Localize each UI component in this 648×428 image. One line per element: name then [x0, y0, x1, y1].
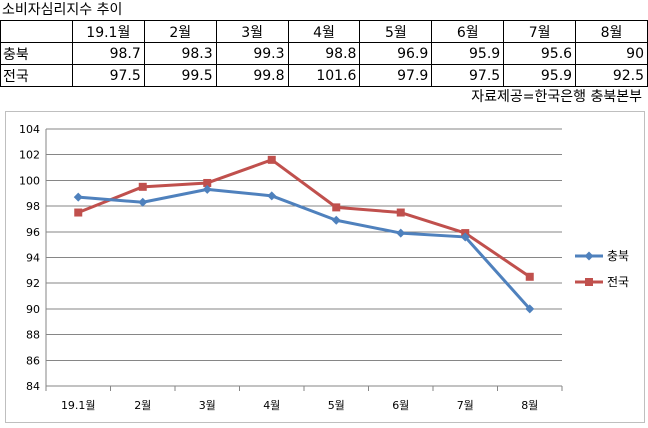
y-tick-label: 88	[26, 329, 40, 342]
data-point	[203, 178, 212, 187]
y-tick-label: 100	[19, 174, 40, 187]
data-point	[138, 197, 148, 207]
y-tick-label: 96	[26, 226, 40, 239]
data-point	[525, 304, 535, 314]
x-tick-label: 2월	[134, 399, 151, 412]
page-title: 소비자심리지수 추이	[2, 2, 123, 18]
row-label: 충북	[0, 42, 73, 65]
table-header-cell: 6월	[431, 20, 505, 43]
table-header-cell	[0, 20, 73, 43]
table-cell: 98.8	[287, 42, 361, 65]
table-header-row: 19.1월 2월 3월 4월 5월 6월 7월 8월	[0, 20, 648, 43]
table-cell: 97.9	[359, 64, 433, 87]
y-tick-label: 102	[19, 149, 40, 162]
data-point	[331, 215, 341, 225]
y-tick-label: 86	[26, 354, 40, 367]
table-cell: 99.5	[143, 64, 217, 87]
data-point	[73, 192, 83, 202]
y-tick-label: 90	[26, 303, 40, 316]
table-cell: 95.9	[431, 42, 505, 65]
table-cell: 92.5	[575, 64, 648, 87]
table-header-cell: 2월	[143, 20, 217, 43]
data-point	[138, 182, 147, 191]
x-tick-label: 7월	[457, 399, 474, 412]
row-label: 전국	[0, 64, 73, 87]
table-cell: 98.7	[71, 42, 145, 65]
data-point	[396, 228, 406, 238]
line-chart: 84 86 88 90 92 94 96 98 100 102 104 19.1월 2월 3월 4월 5월 6월…	[19, 123, 629, 412]
data-point	[460, 232, 470, 242]
table-cell: 97.5	[431, 64, 505, 87]
data-point	[267, 191, 277, 201]
legend-label: 충북	[607, 249, 629, 263]
data-point	[396, 208, 405, 217]
table-header-cell: 5월	[359, 20, 433, 43]
legend-label: 전국	[607, 275, 629, 289]
table-cell: 96.9	[359, 42, 433, 65]
table-header-cell: 19.1월	[71, 20, 145, 43]
series-line	[77, 158, 531, 279]
data-point	[332, 203, 341, 212]
table-cell: 95.9	[503, 64, 577, 87]
x-tick-label: 5월	[328, 399, 345, 412]
table-header-cell: 7월	[503, 20, 577, 43]
table-header-cell: 4월	[287, 20, 361, 43]
table-cell: 99.8	[215, 64, 289, 87]
chart-frame: 84 86 88 90 92 94 96 98 100 102 104 19.1월 2월 3월 4월 5월 6월…	[5, 111, 645, 423]
table-cell: 101.6	[287, 64, 361, 87]
x-tick-label: 3월	[199, 399, 216, 412]
table-cell: 98.3	[143, 42, 217, 65]
y-tick-label: 98	[26, 200, 40, 213]
data-point	[267, 155, 276, 164]
y-tick-label: 94	[26, 252, 40, 265]
x-tick-label: 8월	[521, 399, 538, 412]
table-cell: 95.6	[503, 42, 577, 65]
table-cell: 97.5	[71, 64, 145, 87]
series-line	[78, 187, 531, 310]
data-table: 19.1월 2월 3월 4월 5월 6월 7월 8월 충북 98.7 98.3 …	[0, 20, 648, 87]
data-point	[202, 184, 212, 194]
x-tick-label: 6월	[392, 399, 409, 412]
data-point	[74, 208, 83, 217]
data-point	[525, 272, 534, 281]
table-header-cell: 8월	[575, 20, 648, 43]
y-tick-label: 104	[19, 123, 40, 136]
legend-marker	[585, 278, 593, 286]
legend-marker	[584, 251, 594, 261]
x-tick-label: 19.1월	[61, 399, 96, 412]
source-note: 자료제공=한국은행 충북본부	[471, 89, 642, 105]
table-header-cell: 3월	[215, 20, 289, 43]
table-cell: 90	[575, 42, 648, 65]
table-cell: 99.3	[215, 42, 289, 65]
table-row: 충북 98.7 98.3 99.3 98.8 96.9 95.9 95.6 90	[0, 42, 648, 65]
table-row: 전국 97.5 99.5 99.8 101.6 97.9 97.5 95.9 9…	[0, 64, 648, 87]
y-tick-label: 92	[26, 277, 40, 290]
x-tick-label: 4월	[263, 399, 280, 412]
y-tick-label: 84	[26, 380, 40, 393]
